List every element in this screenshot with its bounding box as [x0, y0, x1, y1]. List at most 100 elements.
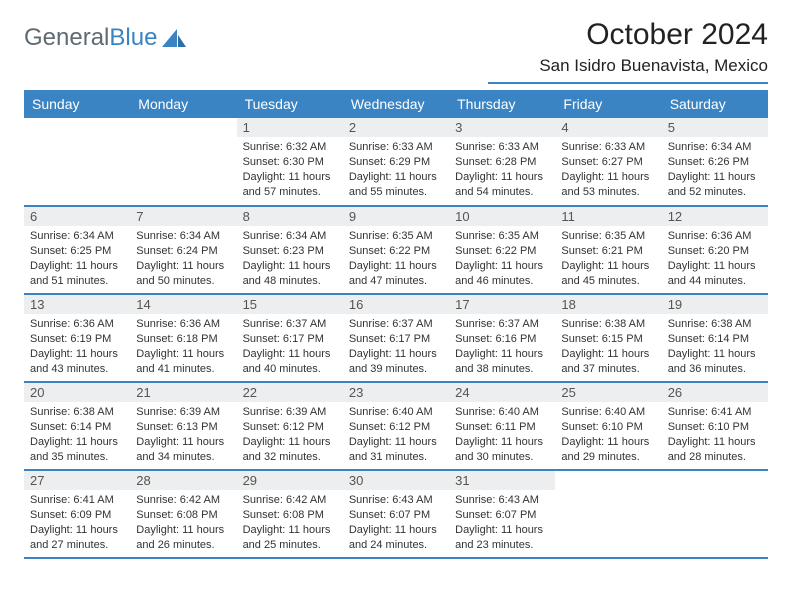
day-line: Daylight: 11 hours	[561, 170, 655, 185]
day-body: Sunrise: 6:40 AMSunset: 6:11 PMDaylight:…	[449, 402, 555, 468]
calendar-cell	[24, 118, 130, 206]
day-line: and 39 minutes.	[349, 362, 443, 377]
day-line: Sunrise: 6:33 AM	[561, 140, 655, 155]
day-line: and 30 minutes.	[455, 450, 549, 465]
weekday-header: Sunday	[24, 90, 130, 118]
day-body: Sunrise: 6:39 AMSunset: 6:13 PMDaylight:…	[130, 402, 236, 468]
day-line: Sunrise: 6:34 AM	[136, 229, 230, 244]
day-body: Sunrise: 6:35 AMSunset: 6:22 PMDaylight:…	[449, 226, 555, 292]
calendar-cell: 3Sunrise: 6:33 AMSunset: 6:28 PMDaylight…	[449, 118, 555, 206]
day-number: 19	[662, 295, 768, 314]
day-number: 17	[449, 295, 555, 314]
day-line: Sunrise: 6:35 AM	[561, 229, 655, 244]
day-line: and 51 minutes.	[30, 274, 124, 289]
day-line: Sunrise: 6:33 AM	[349, 140, 443, 155]
day-number: 8	[237, 207, 343, 226]
day-number: 14	[130, 295, 236, 314]
calendar-cell: 25Sunrise: 6:40 AMSunset: 6:10 PMDayligh…	[555, 382, 661, 470]
calendar-cell: 18Sunrise: 6:38 AMSunset: 6:15 PMDayligh…	[555, 294, 661, 382]
day-line: Daylight: 11 hours	[561, 259, 655, 274]
calendar-cell: 1Sunrise: 6:32 AMSunset: 6:30 PMDaylight…	[237, 118, 343, 206]
day-line: and 23 minutes.	[455, 538, 549, 553]
day-body: Sunrise: 6:37 AMSunset: 6:17 PMDaylight:…	[237, 314, 343, 380]
day-line: Sunrise: 6:40 AM	[349, 405, 443, 420]
day-line: Daylight: 11 hours	[668, 170, 762, 185]
day-line: Sunrise: 6:34 AM	[668, 140, 762, 155]
day-body: Sunrise: 6:35 AMSunset: 6:22 PMDaylight:…	[343, 226, 449, 292]
day-line: Sunset: 6:16 PM	[455, 332, 549, 347]
day-line: and 35 minutes.	[30, 450, 124, 465]
day-number: 3	[449, 118, 555, 137]
day-body: Sunrise: 6:36 AMSunset: 6:19 PMDaylight:…	[24, 314, 130, 380]
day-line: Sunrise: 6:38 AM	[30, 405, 124, 420]
calendar-cell: 7Sunrise: 6:34 AMSunset: 6:24 PMDaylight…	[130, 206, 236, 294]
brand-part1: General	[24, 24, 109, 52]
location-subtitle: San Isidro Buenavista, Mexico	[488, 56, 768, 84]
day-line: Sunrise: 6:40 AM	[561, 405, 655, 420]
day-body: Sunrise: 6:34 AMSunset: 6:23 PMDaylight:…	[237, 226, 343, 292]
day-line: Daylight: 11 hours	[455, 347, 549, 362]
title-block: October 2024 San Isidro Buenavista, Mexi…	[488, 18, 768, 84]
day-body: Sunrise: 6:38 AMSunset: 6:14 PMDaylight:…	[662, 314, 768, 380]
day-body: Sunrise: 6:42 AMSunset: 6:08 PMDaylight:…	[237, 490, 343, 556]
day-body: Sunrise: 6:33 AMSunset: 6:29 PMDaylight:…	[343, 137, 449, 203]
day-line: Sunset: 6:30 PM	[243, 155, 337, 170]
day-line: Daylight: 11 hours	[349, 347, 443, 362]
calendar-cell: 9Sunrise: 6:35 AMSunset: 6:22 PMDaylight…	[343, 206, 449, 294]
day-line: Daylight: 11 hours	[349, 435, 443, 450]
day-line: Sunrise: 6:43 AM	[455, 493, 549, 508]
day-line: Sunset: 6:20 PM	[668, 244, 762, 259]
day-line: Daylight: 11 hours	[668, 259, 762, 274]
day-number: 29	[237, 471, 343, 490]
calendar-cell: 31 Sunrise: 6:43 AMSunset: 6:07 PMDayligh…	[449, 470, 555, 558]
brand-part2: Blue	[109, 24, 157, 52]
day-line: and 25 minutes.	[243, 538, 337, 553]
day-line: and 40 minutes.	[243, 362, 337, 377]
day-line: Sunrise: 6:34 AM	[243, 229, 337, 244]
day-line: and 28 minutes.	[668, 450, 762, 465]
day-line: Sunset: 6:11 PM	[455, 420, 549, 435]
day-line: Sunrise: 6:36 AM	[30, 317, 124, 332]
day-number: 31	[449, 471, 555, 490]
day-body: Sunrise: 6:38 AMSunset: 6:15 PMDaylight:…	[555, 314, 661, 380]
brand-logo: GeneralBlue	[24, 24, 187, 52]
calendar-cell: 10Sunrise: 6:35 AMSunset: 6:22 PMDayligh…	[449, 206, 555, 294]
day-line: Daylight: 11 hours	[668, 347, 762, 362]
header: GeneralBlue October 2024 San Isidro Buen…	[24, 18, 768, 84]
day-line: Sunrise: 6:40 AM	[455, 405, 549, 420]
day-number: 11	[555, 207, 661, 226]
day-number: 10	[449, 207, 555, 226]
day-line: Daylight: 11 hours	[561, 347, 655, 362]
day-line: Daylight: 11 hours	[349, 170, 443, 185]
day-number: 26	[662, 383, 768, 402]
day-line: Sunset: 6:07 PM	[349, 508, 443, 523]
day-body: Sunrise: 6:41 AMSunset: 6:10 PMDaylight:…	[662, 402, 768, 468]
day-number: 22	[237, 383, 343, 402]
day-line: Daylight: 11 hours	[455, 523, 549, 538]
day-line: Sunset: 6:22 PM	[455, 244, 549, 259]
calendar-week: 6Sunrise: 6:34 AMSunset: 6:25 PMDaylight…	[24, 206, 768, 294]
calendar-cell: 19Sunrise: 6:38 AMSunset: 6:14 PMDayligh…	[662, 294, 768, 382]
day-body: Sunrise: 6:35 AMSunset: 6:21 PMDaylight:…	[555, 226, 661, 292]
day-body: Sunrise: 6:38 AMSunset: 6:14 PMDaylight:…	[24, 402, 130, 468]
calendar-cell: 12Sunrise: 6:36 AMSunset: 6:20 PMDayligh…	[662, 206, 768, 294]
day-number: 7	[130, 207, 236, 226]
day-number: 18	[555, 295, 661, 314]
day-line: Sunrise: 6:39 AM	[243, 405, 337, 420]
day-line: Daylight: 11 hours	[136, 435, 230, 450]
calendar-cell: 30Sunrise: 6:43 AMSunset: 6:07 PMDayligh…	[343, 470, 449, 558]
day-number: 23	[343, 383, 449, 402]
day-line: and 53 minutes.	[561, 185, 655, 200]
calendar-week: 13Sunrise: 6:36 AMSunset: 6:19 PMDayligh…	[24, 294, 768, 382]
day-number: 27	[24, 471, 130, 490]
day-line: Sunrise: 6:39 AM	[136, 405, 230, 420]
day-number: 5	[662, 118, 768, 137]
day-number: 12	[662, 207, 768, 226]
page-title: October 2024	[488, 18, 768, 52]
day-line: Sunset: 6:07 PM	[455, 508, 549, 523]
calendar-cell: 22Sunrise: 6:39 AMSunset: 6:12 PMDayligh…	[237, 382, 343, 470]
brand-sail-icon	[161, 27, 187, 49]
calendar-cell: 16Sunrise: 6:37 AMSunset: 6:17 PMDayligh…	[343, 294, 449, 382]
day-line: Daylight: 11 hours	[30, 435, 124, 450]
calendar-cell	[662, 470, 768, 558]
